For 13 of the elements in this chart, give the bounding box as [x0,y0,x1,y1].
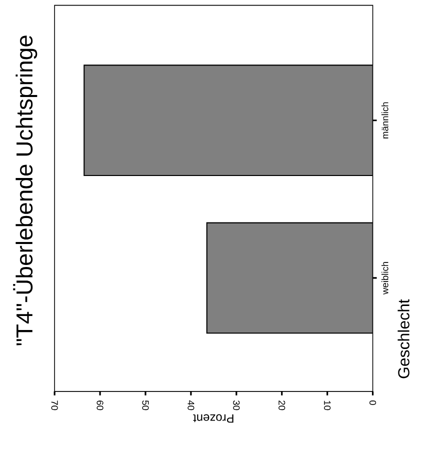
y-tick-label: männlich [382,102,388,138]
y-axis-title: Geschlecht [398,299,410,378]
x-tick-label: 30 [233,400,240,410]
x-tick-label: 40 [188,400,194,410]
x-tick-label: 50 [142,400,149,410]
x-tick-label: 60 [96,400,104,410]
text: "T4"-Überlebende Uchtspringe [13,36,38,346]
x-axis-title: Prozent [193,414,234,423]
x-tick-label: 20 [278,400,286,410]
x-tick-label: 0 [370,400,376,405]
y-tick-label: weiblich [382,262,388,295]
x-tick-label: 70 [51,400,58,410]
x-tick-label: 10 [324,400,331,410]
